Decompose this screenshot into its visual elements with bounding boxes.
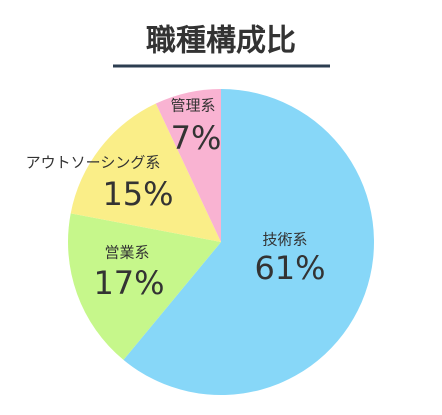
slice-label: 技術系 [262,231,307,249]
chart-title: 職種構成比 [146,24,296,59]
pie-slice [68,213,221,360]
slice-label: 営業系 [104,244,149,262]
value-label: 61% [254,249,325,287]
slice-label: アウトソーシング系 [26,154,161,172]
value-label: 15% [102,175,173,213]
value-label: 17% [93,264,164,302]
slice-label: 管理系 [170,97,215,115]
value-label: 7% [171,119,222,157]
pie-slice [123,89,374,395]
pie-slice [155,89,221,242]
pie-slice [70,103,221,242]
